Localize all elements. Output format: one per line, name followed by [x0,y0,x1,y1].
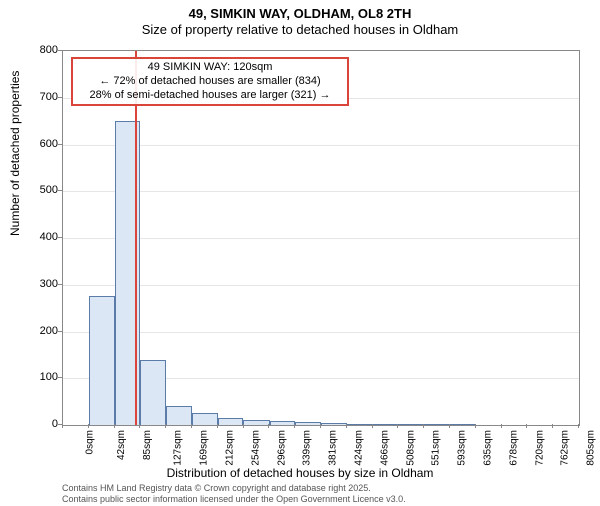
gridline [63,285,579,286]
y-tick-label: 0 [18,418,58,430]
annotation-box: 49 SIMKIN WAY: 120sqm← 72% of detached h… [71,57,349,106]
histogram-bar [243,420,269,425]
x-tick-mark [88,424,89,428]
x-tick-mark [526,424,527,428]
gridline [63,191,579,192]
chart-container: 49, SIMKIN WAY, OLDHAM, OL8 2TH Size of … [0,6,600,506]
y-tick-label: 100 [18,371,58,383]
x-tick-label: 0sqm [84,430,95,454]
y-tick-label: 400 [18,231,58,243]
x-tick-mark [217,424,218,428]
x-tick-mark [294,424,295,428]
x-tick-label: 805sqm [586,430,597,466]
x-tick-mark [268,424,269,428]
x-tick-label: 127sqm [173,430,184,466]
annotation-line-1: 49 SIMKIN WAY: 120sqm [77,61,343,75]
x-tick-label: 296sqm [276,430,287,466]
footer-line-2: Contains public sector information licen… [62,494,406,505]
y-tick-mark [58,144,62,145]
y-tick-mark [58,331,62,332]
histogram-bar [166,406,192,425]
x-tick-label: 169sqm [199,430,210,466]
x-tick-label: 381sqm [328,430,339,466]
x-tick-label: 678sqm [508,430,519,466]
x-axis-label: Distribution of detached houses by size … [0,466,600,480]
x-tick-mark [243,424,244,428]
y-tick-mark [58,50,62,51]
x-tick-mark [191,424,192,428]
y-tick-label: 200 [18,325,58,337]
x-tick-label: 254sqm [250,430,261,466]
y-tick-label: 300 [18,278,58,290]
y-tick-mark [58,377,62,378]
x-tick-mark [62,424,63,428]
x-tick-mark [475,424,476,428]
x-tick-mark [449,424,450,428]
chart-title-sub: Size of property relative to detached ho… [0,22,600,37]
property-marker-line [135,51,137,425]
x-tick-label: 762sqm [560,430,571,466]
footer-attribution: Contains HM Land Registry data © Crown c… [62,483,406,505]
y-tick-mark [58,97,62,98]
x-tick-mark [578,424,579,428]
plot-area: 49 SIMKIN WAY: 120sqm← 72% of detached h… [62,50,580,426]
x-tick-label: 508sqm [405,430,416,466]
histogram-bar [347,424,373,425]
x-tick-label: 635sqm [483,430,494,466]
x-tick-label: 466sqm [379,430,390,466]
x-tick-label: 424sqm [354,430,365,466]
gridline [63,238,579,239]
x-tick-mark [165,424,166,428]
histogram-bar [89,296,115,425]
x-tick-mark [320,424,321,428]
y-tick-label: 600 [18,138,58,150]
x-tick-label: 85sqm [142,430,153,460]
histogram-bar [270,421,296,425]
x-tick-mark [552,424,553,428]
y-tick-mark [58,284,62,285]
histogram-bar [192,413,218,425]
histogram-bar [321,423,347,425]
histogram-bar [295,422,321,425]
y-tick-mark [58,237,62,238]
x-tick-mark [397,424,398,428]
x-tick-mark [346,424,347,428]
histogram-bar [140,360,166,425]
x-tick-label: 551sqm [431,430,442,466]
y-tick-mark [58,190,62,191]
x-tick-label: 720sqm [534,430,545,466]
x-tick-label: 42sqm [116,430,127,460]
annotation-line-2: ← 72% of detached houses are smaller (83… [77,75,343,89]
gridline [63,332,579,333]
histogram-bar [399,424,425,425]
x-tick-mark [501,424,502,428]
x-tick-mark [139,424,140,428]
x-tick-label: 339sqm [302,430,313,466]
y-tick-label: 800 [18,44,58,56]
y-tick-label: 700 [18,91,58,103]
histogram-bar [424,424,450,425]
gridline [63,145,579,146]
x-tick-mark [423,424,424,428]
x-tick-label: 593sqm [457,430,468,466]
x-tick-mark [372,424,373,428]
y-tick-label: 500 [18,184,58,196]
histogram-bar [450,424,476,425]
annotation-line-3: 28% of semi-detached houses are larger (… [77,89,343,103]
chart-title-main: 49, SIMKIN WAY, OLDHAM, OL8 2TH [0,6,600,21]
x-tick-mark [114,424,115,428]
x-tick-label: 212sqm [225,430,236,466]
histogram-bar [218,418,244,425]
histogram-bar [372,424,398,425]
footer-line-1: Contains HM Land Registry data © Crown c… [62,483,406,494]
